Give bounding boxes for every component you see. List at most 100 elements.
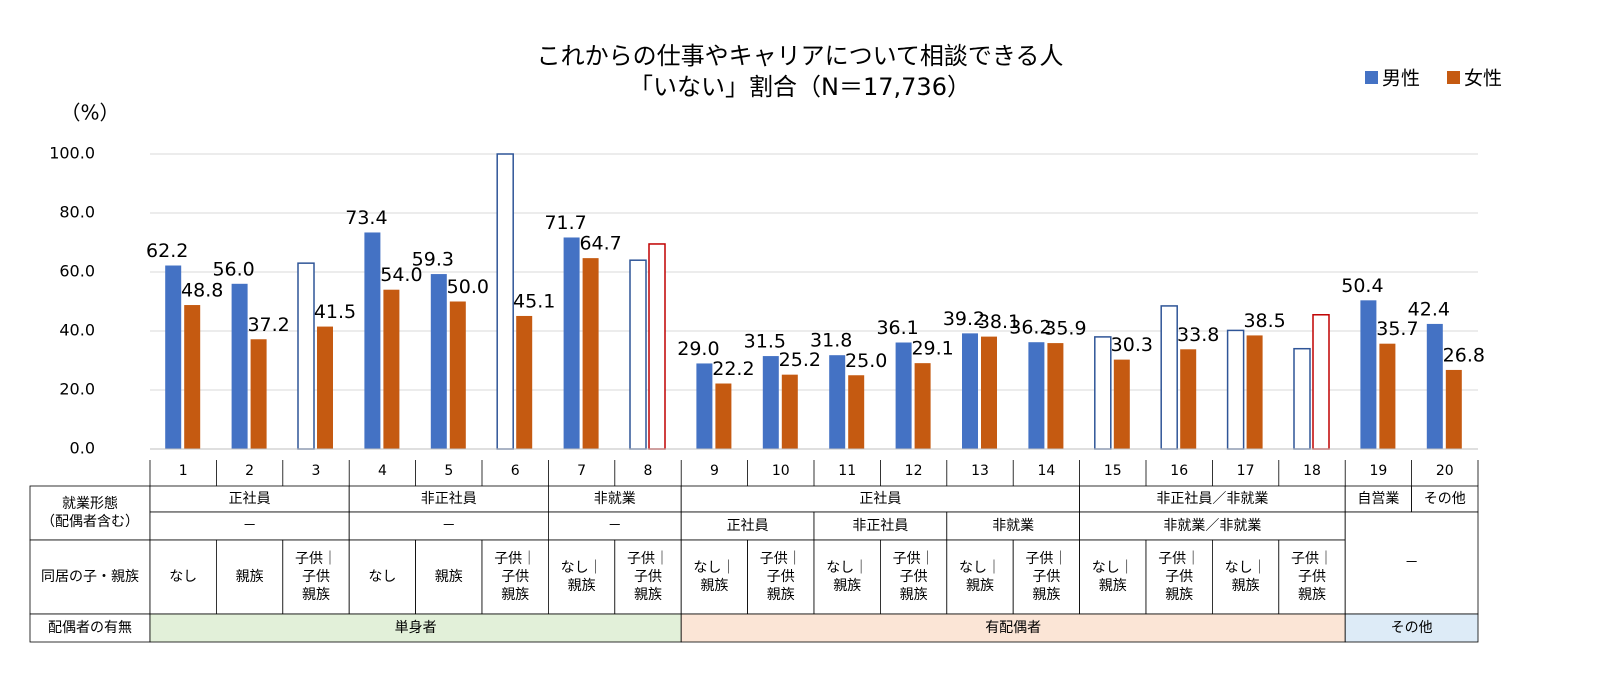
table-cell — [1411, 485, 1479, 513]
value-label: 33.8 — [1177, 324, 1219, 346]
bar — [781, 374, 798, 449]
table-cell — [1012, 539, 1081, 615]
bar — [1160, 305, 1178, 450]
table-cell — [1079, 485, 1346, 513]
x-tick-label: 8 — [644, 463, 653, 479]
table-cell — [1344, 511, 1479, 615]
value-label: 50.4 — [1341, 275, 1383, 297]
table-cell — [614, 539, 682, 615]
table-text: 正社員 — [727, 518, 769, 534]
table-text: 子供 — [1298, 569, 1326, 585]
value-label: 29.0 — [677, 338, 719, 360]
table-text: 親族 — [1099, 578, 1127, 594]
bar — [895, 342, 912, 449]
table-text: － — [442, 518, 456, 534]
value-label: 37.2 — [247, 314, 289, 336]
table-cell — [215, 539, 284, 615]
table-text: 親族 — [900, 587, 928, 603]
x-tick-label: 16 — [1170, 463, 1188, 479]
x-tick-label: 11 — [838, 463, 856, 479]
bar — [1246, 335, 1263, 449]
table-text: その他 — [1391, 620, 1433, 636]
table-text: 子供｜ — [627, 551, 669, 567]
value-label: 73.4 — [345, 207, 387, 229]
value-label: 42.4 — [1408, 298, 1450, 320]
table-text: 非正社員 — [421, 491, 477, 507]
bar — [364, 232, 381, 449]
value-label: 38.1 — [978, 311, 1020, 333]
table-cell — [415, 539, 483, 615]
table-text: なし — [368, 569, 396, 585]
table-text: 子供｜ — [1025, 551, 1067, 567]
bar — [184, 305, 201, 449]
table-text: （配偶者含む） — [41, 514, 139, 530]
bar — [231, 283, 248, 449]
bar — [1312, 314, 1330, 450]
y-tick-label: 40.0 — [59, 321, 95, 340]
value-label: 64.7 — [579, 233, 621, 255]
bar — [1028, 342, 1045, 449]
bar — [829, 355, 846, 449]
bar — [250, 339, 267, 449]
x-tick-label: 17 — [1237, 463, 1255, 479]
table-text: 親族 — [236, 569, 264, 585]
table-cell — [149, 539, 217, 615]
bar — [1094, 336, 1112, 450]
table-text: 親族 — [833, 578, 861, 594]
value-label: 38.5 — [1243, 310, 1285, 332]
legend-label: 女性 — [1464, 68, 1502, 90]
x-tick-label: 19 — [1369, 463, 1387, 479]
table-text: 子供｜ — [1291, 551, 1333, 567]
bar — [715, 383, 732, 449]
table-cell — [1212, 539, 1280, 615]
table-text: 親族 — [435, 569, 463, 585]
table-text: 親族 — [501, 587, 529, 603]
x-tick-label: 13 — [971, 463, 989, 479]
table-text: なし｜ — [1092, 560, 1134, 576]
bar — [1379, 343, 1396, 449]
x-tick-label: 3 — [312, 463, 321, 479]
table-text: その他 — [1424, 491, 1466, 507]
table-cell — [1278, 539, 1346, 615]
table-cell — [680, 539, 749, 615]
table-text: 子供｜ — [893, 551, 935, 567]
table-cell — [1079, 511, 1346, 541]
table-text: なし｜ — [693, 560, 735, 576]
table-text: 親族 — [634, 587, 662, 603]
table-text: 親族 — [966, 578, 994, 594]
y-tick-label: 0.0 — [70, 439, 95, 458]
value-label: 31.5 — [744, 331, 786, 353]
bar — [582, 258, 599, 449]
table-text: 自営業 — [1357, 491, 1399, 507]
table-text: － — [243, 518, 257, 534]
value-label: 62.2 — [146, 240, 188, 262]
bar — [563, 237, 580, 449]
value-label: 48.8 — [181, 280, 223, 302]
value-label: 54.0 — [380, 264, 422, 286]
value-label: 56.0 — [212, 258, 254, 280]
table-cell — [1145, 539, 1213, 615]
table-text: 子供 — [767, 569, 795, 585]
y-tick-label: 80.0 — [59, 203, 95, 222]
table-text: 子供 — [900, 569, 928, 585]
table-cell — [29, 539, 151, 615]
bar — [1180, 349, 1197, 449]
bar — [981, 336, 997, 449]
table-cell — [813, 539, 881, 615]
table-text: 単身者 — [395, 620, 437, 636]
bar — [762, 356, 779, 449]
x-tick-label: 5 — [444, 463, 453, 479]
value-label: 35.7 — [1376, 318, 1418, 340]
x-tick-label: 20 — [1436, 463, 1454, 479]
bar — [962, 333, 978, 449]
bar — [1360, 300, 1377, 449]
table-cell — [548, 539, 616, 615]
legend-swatch — [1365, 71, 1378, 84]
value-label: 25.2 — [779, 349, 821, 371]
bar — [648, 243, 666, 450]
table-text: なし｜ — [561, 560, 603, 576]
table-cell — [680, 485, 1081, 513]
table-text: 同居の子・親族 — [41, 569, 139, 585]
table-cell — [813, 511, 948, 541]
x-tick-label: 1 — [179, 463, 188, 479]
